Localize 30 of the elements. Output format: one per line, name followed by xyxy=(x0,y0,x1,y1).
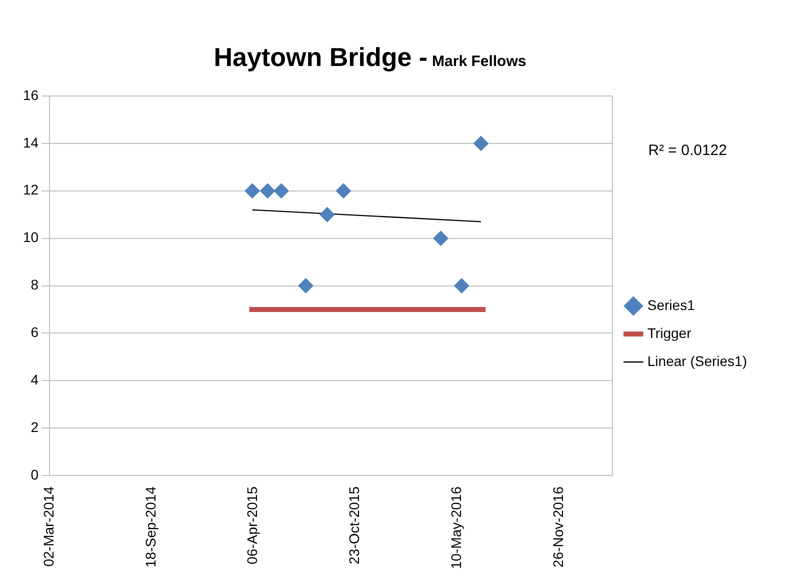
point xyxy=(454,278,470,294)
point xyxy=(260,183,276,198)
y-tick-label: 0 xyxy=(30,466,39,482)
point xyxy=(473,136,488,151)
x-tick-label: 10-May-2016 xyxy=(448,486,464,570)
chart-title: Haytown Bridge - xyxy=(214,42,428,72)
y-tick-label: 4 xyxy=(30,371,39,388)
legend-label: Trigger xyxy=(647,324,692,341)
text: R² = 0.0122 xyxy=(648,142,727,159)
x-tick-label: 06-Apr-2015 xyxy=(244,486,260,564)
point xyxy=(274,183,289,198)
point xyxy=(320,207,335,222)
y-tick-label: 12 xyxy=(22,182,39,198)
y-tick-label: 8 xyxy=(30,276,39,293)
x-tick-label: 23-Oct-2015 xyxy=(346,486,362,564)
y-tick-label: 6 xyxy=(30,324,39,340)
chart-subtitle: Mark Fellows xyxy=(432,53,526,70)
x-tick-label: 26-Nov-2016 xyxy=(550,486,566,568)
legend-label: Linear (Series1) xyxy=(647,352,748,369)
point xyxy=(336,183,351,198)
point xyxy=(433,230,448,246)
y-tick-label: 2 xyxy=(30,418,39,435)
x-tick-label: 02-Mar-2014 xyxy=(40,486,56,567)
y-tick-label: 10 xyxy=(22,229,39,246)
y-tick-label: 14 xyxy=(22,134,39,150)
point xyxy=(298,278,314,294)
x-tick-label: 18-Sep-2014 xyxy=(142,486,158,568)
y-tick-label: 16 xyxy=(22,86,39,103)
point xyxy=(244,183,260,198)
legend-label: Series1 xyxy=(647,296,696,313)
